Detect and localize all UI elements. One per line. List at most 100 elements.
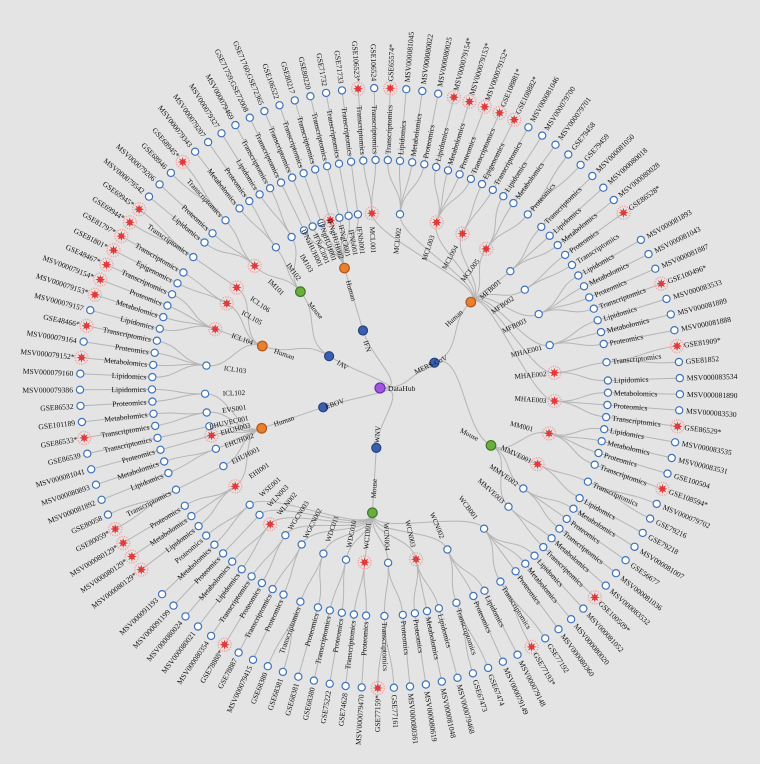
dataset-node[interactable] bbox=[421, 680, 431, 689]
dataset-node[interactable] bbox=[670, 438, 680, 447]
dataset-node[interactable] bbox=[453, 673, 462, 683]
omics-node[interactable] bbox=[346, 157, 356, 166]
omics-node[interactable] bbox=[227, 557, 237, 566]
dataset-node[interactable] bbox=[670, 326, 679, 335]
dataset-node[interactable] bbox=[651, 264, 660, 273]
omics-node[interactable] bbox=[410, 609, 420, 618]
dataset-node[interactable] bbox=[157, 590, 167, 599]
dataset-node[interactable] bbox=[231, 120, 240, 130]
omics-node[interactable] bbox=[325, 606, 334, 615]
omics-node[interactable] bbox=[180, 501, 189, 510]
dataset-node[interactable] bbox=[418, 86, 427, 96]
omics-node[interactable] bbox=[398, 610, 407, 620]
omics-node[interactable] bbox=[179, 268, 188, 277]
omics-node[interactable] bbox=[148, 372, 157, 382]
dataset-node[interactable] bbox=[97, 495, 106, 504]
omics-node[interactable] bbox=[147, 385, 157, 394]
dataset-node[interactable] bbox=[645, 514, 655, 523]
omics-node[interactable] bbox=[432, 162, 441, 172]
dataset-node[interactable] bbox=[652, 499, 661, 509]
omics-node[interactable] bbox=[420, 160, 429, 169]
omics-node[interactable] bbox=[603, 388, 613, 397]
omics-node[interactable] bbox=[148, 360, 158, 370]
study-node[interactable] bbox=[519, 484, 528, 493]
study-node[interactable] bbox=[245, 500, 254, 509]
study-node[interactable] bbox=[287, 232, 296, 242]
omics-node[interactable] bbox=[247, 572, 256, 581]
omics-node[interactable] bbox=[575, 493, 584, 503]
omics-node[interactable] bbox=[337, 608, 346, 618]
study-node[interactable] bbox=[504, 502, 513, 511]
omics-node[interactable] bbox=[208, 229, 217, 238]
dataset-node[interactable] bbox=[675, 390, 685, 399]
host-node-mouse[interactable] bbox=[295, 286, 306, 298]
omics-node[interactable] bbox=[530, 551, 539, 560]
dataset-node[interactable] bbox=[83, 449, 92, 458]
omics-node[interactable] bbox=[455, 170, 464, 179]
dataset-node[interactable] bbox=[294, 672, 303, 681]
omics-node[interactable] bbox=[276, 178, 286, 187]
omics-node[interactable] bbox=[408, 158, 417, 167]
dataset-node[interactable] bbox=[325, 679, 334, 689]
omics-node[interactable] bbox=[523, 210, 533, 219]
omics-node[interactable] bbox=[579, 282, 589, 291]
dataset-node[interactable] bbox=[341, 681, 350, 691]
study-node[interactable] bbox=[341, 555, 351, 564]
dataset-node[interactable] bbox=[76, 369, 85, 378]
study-node[interactable] bbox=[545, 340, 554, 350]
dataset-node[interactable] bbox=[402, 84, 411, 94]
dataset-node[interactable] bbox=[566, 615, 576, 624]
dataset-node[interactable] bbox=[75, 385, 85, 394]
omics-node[interactable] bbox=[590, 460, 599, 469]
omics-node[interactable] bbox=[380, 611, 389, 621]
dataset-node[interactable] bbox=[674, 357, 684, 367]
study-node[interactable] bbox=[335, 213, 344, 222]
omics-node[interactable] bbox=[547, 534, 556, 543]
host-node-human[interactable] bbox=[339, 262, 350, 274]
study-node[interactable] bbox=[383, 558, 393, 568]
omics-node[interactable] bbox=[200, 238, 209, 247]
dataset-node[interactable] bbox=[166, 168, 176, 178]
omics-node[interactable] bbox=[560, 250, 570, 260]
dataset-node[interactable] bbox=[675, 373, 685, 383]
dataset-node[interactable] bbox=[217, 129, 226, 138]
dataset-node[interactable] bbox=[666, 310, 676, 319]
omics-node[interactable] bbox=[164, 468, 173, 478]
dataset-node[interactable] bbox=[675, 406, 684, 415]
dataset-node[interactable] bbox=[630, 542, 639, 552]
dataset-node[interactable] bbox=[260, 106, 269, 116]
dataset-node[interactable] bbox=[468, 669, 478, 678]
study-node[interactable] bbox=[344, 211, 353, 220]
dataset-node[interactable] bbox=[77, 417, 87, 427]
dataset-node[interactable] bbox=[155, 180, 164, 189]
omics-node[interactable] bbox=[596, 327, 606, 337]
dataset-node[interactable] bbox=[662, 294, 671, 304]
host-node-mouse[interactable] bbox=[367, 507, 378, 519]
dataset-node[interactable] bbox=[541, 634, 550, 643]
dataset-node[interactable] bbox=[103, 510, 113, 519]
dataset-node[interactable] bbox=[513, 650, 522, 659]
omics-node[interactable] bbox=[201, 531, 211, 540]
virus-node-ebov[interactable] bbox=[318, 402, 329, 413]
omics-node[interactable] bbox=[443, 166, 453, 175]
omics-node[interactable] bbox=[150, 348, 159, 357]
study-node[interactable] bbox=[506, 267, 515, 276]
study-node[interactable] bbox=[205, 422, 214, 431]
omics-node[interactable] bbox=[194, 521, 203, 531]
omics-node[interactable] bbox=[496, 577, 505, 586]
omics-node[interactable] bbox=[237, 565, 246, 574]
host-node-human[interactable] bbox=[256, 422, 268, 434]
omics-node[interactable] bbox=[311, 165, 320, 174]
study-node[interactable] bbox=[281, 531, 290, 540]
dataset-node[interactable] bbox=[588, 171, 597, 181]
omics-node[interactable] bbox=[583, 477, 593, 486]
dataset-node[interactable] bbox=[275, 101, 284, 110]
omics-node[interactable] bbox=[153, 433, 162, 443]
dataset-node[interactable] bbox=[576, 160, 585, 170]
study-node[interactable] bbox=[297, 540, 306, 549]
dataset-node[interactable] bbox=[76, 401, 85, 411]
dataset-node[interactable] bbox=[203, 137, 213, 147]
omics-node[interactable] bbox=[334, 159, 344, 168]
dataset-node[interactable] bbox=[86, 465, 96, 474]
study-node[interactable] bbox=[317, 218, 326, 228]
